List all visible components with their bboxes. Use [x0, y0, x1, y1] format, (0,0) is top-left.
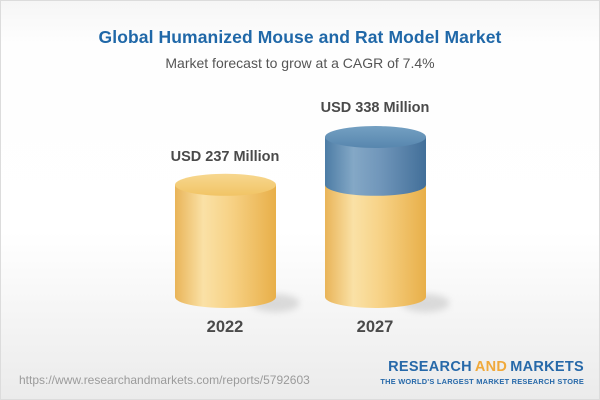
category-label-2027: 2027 [356, 318, 394, 336]
cylinder-top [175, 173, 276, 196]
chart-subtitle: Market forecast to grow at a CAGR of 7.4… [165, 55, 435, 71]
logo-tagline: THE WORLD'S LARGEST MARKET RESEARCH STOR… [380, 377, 584, 386]
logo-word-and: AND [474, 359, 508, 375]
cylinder-2022 [175, 173, 300, 312]
base-segment-body [175, 184, 276, 308]
cylinders-group [175, 126, 450, 312]
base-segment-body [325, 184, 426, 308]
logo-word-markets: MARKETS [510, 359, 584, 375]
logo-wordmark: RESEARCH AND MARKETS [380, 359, 584, 375]
logo-word-research: RESEARCH [388, 359, 472, 375]
report-url: https://www.researchandmarkets.com/repor… [19, 373, 310, 387]
value-label-2022: USD 237 Million [170, 149, 280, 165]
cylinder-2027 [325, 126, 450, 312]
company-logo: RESEARCH AND MARKETS THE WORLD'S LARGEST M… [380, 359, 584, 385]
category-label-2022: 2022 [206, 318, 244, 336]
chart-title: Global Humanized Mouse and Rat Model Mar… [98, 27, 502, 47]
growth-segment-body [325, 137, 426, 196]
value-label-2027: USD 338 Million [320, 100, 430, 116]
cylinder-top [325, 126, 426, 148]
